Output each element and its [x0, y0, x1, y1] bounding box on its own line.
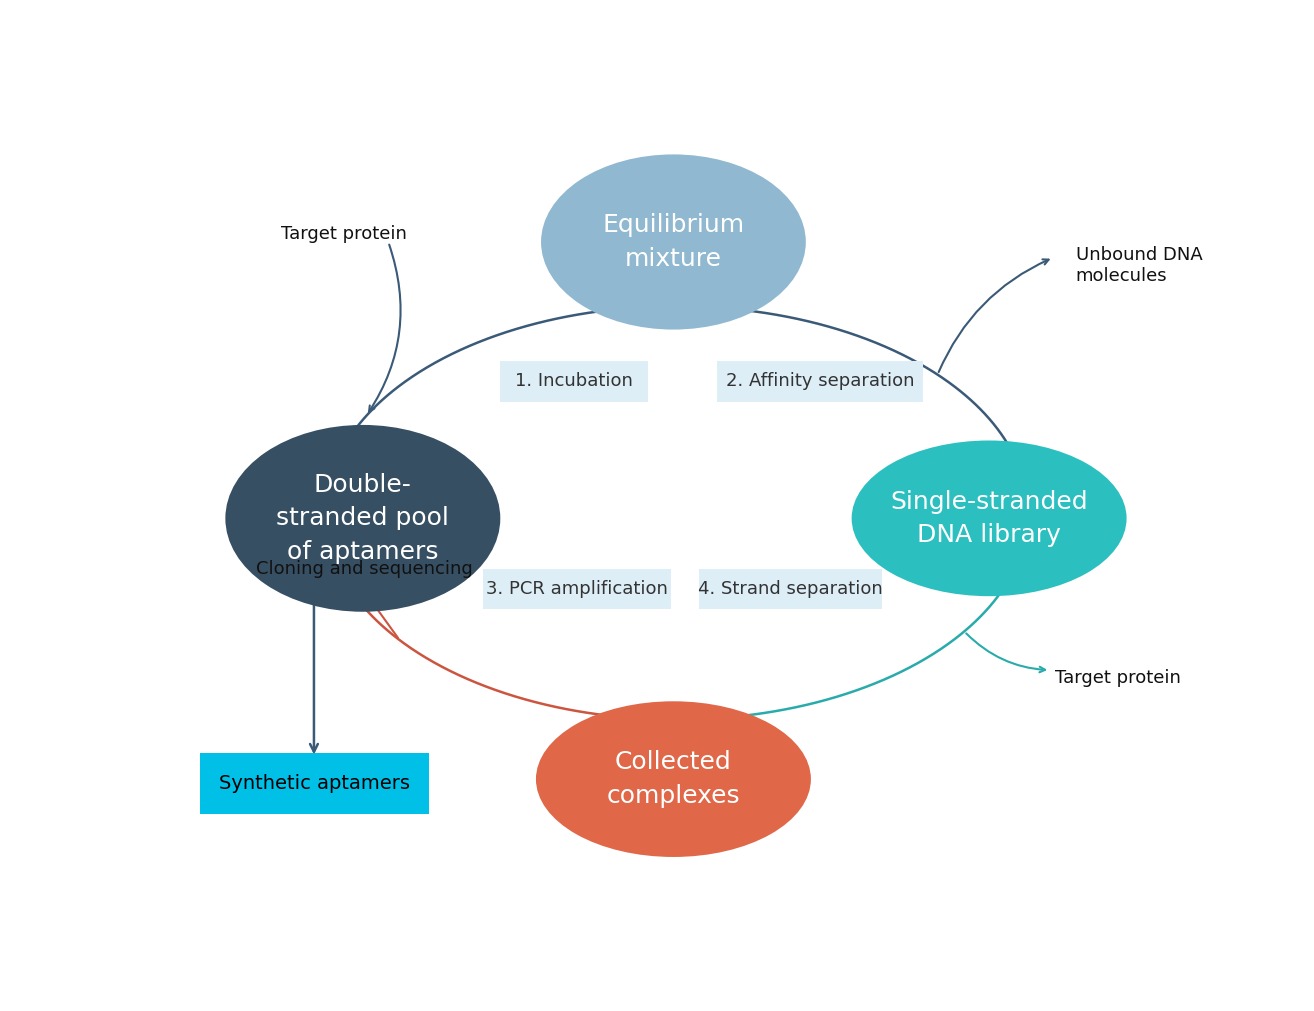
Text: Synthetic aptamers: Synthetic aptamers: [219, 774, 410, 794]
Text: Target protein: Target protein: [281, 225, 407, 244]
Text: Cloning and sequencing: Cloning and sequencing: [256, 560, 473, 578]
Text: 3. PCR amplification: 3. PCR amplification: [486, 580, 668, 599]
Text: 4. Strand separation: 4. Strand separation: [698, 580, 883, 599]
FancyBboxPatch shape: [200, 753, 428, 814]
Text: Single-stranded
DNA library: Single-stranded DNA library: [891, 489, 1088, 547]
FancyBboxPatch shape: [717, 361, 922, 401]
Ellipse shape: [541, 155, 805, 330]
Ellipse shape: [536, 702, 811, 857]
FancyBboxPatch shape: [501, 361, 648, 401]
Text: Collected
complexes: Collected complexes: [607, 750, 740, 808]
FancyBboxPatch shape: [699, 569, 882, 610]
Text: 1. Incubation: 1. Incubation: [515, 372, 633, 390]
Text: 2. Affinity separation: 2. Affinity separation: [725, 372, 915, 390]
Text: Equilibrium
mixture: Equilibrium mixture: [602, 213, 745, 271]
Text: Target protein: Target protein: [1055, 669, 1181, 686]
Ellipse shape: [851, 441, 1126, 596]
Text: Double-
stranded pool
of aptamers: Double- stranded pool of aptamers: [276, 473, 449, 564]
FancyBboxPatch shape: [484, 569, 671, 610]
Text: Unbound DNA
molecules: Unbound DNA molecules: [1076, 246, 1202, 285]
Ellipse shape: [226, 425, 501, 612]
